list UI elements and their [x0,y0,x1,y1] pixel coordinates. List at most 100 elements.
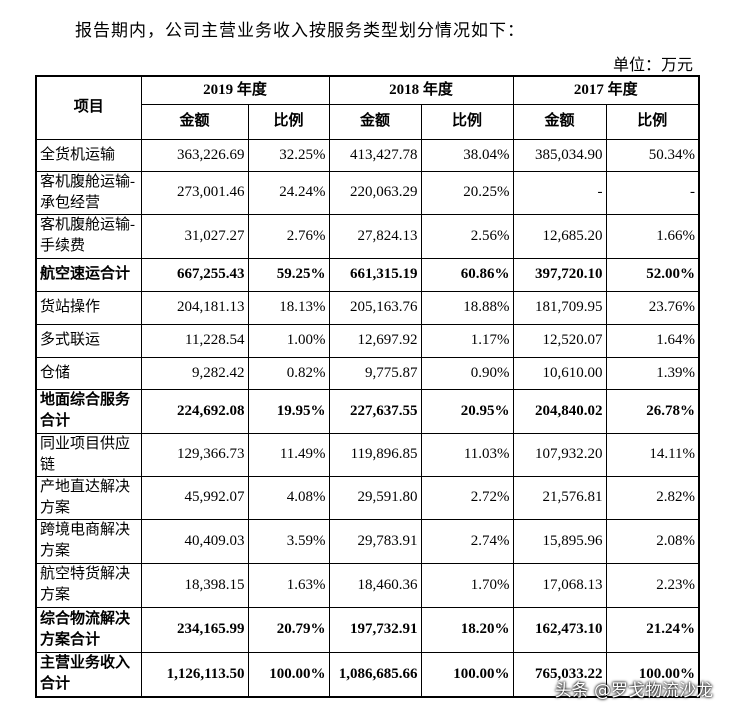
header-cell: 比例 [247,103,330,140]
cell: 100.00% [420,651,514,698]
cell: 11,228.54 [140,323,249,358]
cell: 667,255.43 [140,257,249,292]
cell: 224,692.08 [140,388,249,434]
cell: 100.00% [605,651,700,698]
cell: 1.66% [605,213,700,259]
cell: 100.00% [247,651,330,698]
table-row: 产地直达解决方案 45,992.07 4.08% 29,591.80 2.72% 21,5… [35,475,700,520]
cell: 29,591.80 [328,475,422,520]
cell: 204,181.13 [140,290,249,325]
cell: 204,840.02 [512,388,607,434]
cell: 12,685.20 [512,213,607,259]
cell: 9,282.42 [140,356,249,390]
cell: 1,086,685.66 [328,651,422,698]
cell: 119,896.85 [328,432,422,477]
header-cell: 比例 [420,103,514,140]
cell: 12,697.92 [328,323,422,358]
cell: 17,068.13 [512,562,607,608]
cell: 23.76% [605,290,700,325]
cell: 14.11% [605,432,700,477]
cell: 10,610.00 [512,356,607,390]
cell: 107,932.20 [512,432,607,477]
cell: 18,398.15 [140,562,249,608]
revenue-table: 项目 2019 年度 2018 年度 2017 年度 金额 比例 金额 比例 金额 比例 全货机运… [35,75,701,698]
cell: 2.08% [605,518,700,564]
unit-label: 单位：万元 [612,57,693,74]
cell: 661,315.19 [328,257,422,292]
table-row: 航空速运合计 667,255.43 59.25% 661,315.19 60.86% 39… [35,257,700,292]
row-label: 航空特货解决方案 [35,562,142,608]
header-cell: 2019 年度 [140,75,330,105]
row-label: 产地直达解决方案 [35,475,142,520]
header-cell: 项目 [35,75,142,140]
cell: 273,001.46 [140,170,249,215]
table-row: 跨境电商解决方案 40,409.03 3.59% 29,783.91 2.74% 15,8… [35,518,700,564]
table-row: 客机腹舱运输-承包经营 273,001.46 24.24% 220,063.29 20.… [35,170,700,215]
cell: 20.79% [247,606,330,653]
cell: 26.78% [605,388,700,434]
header-cell: 金额 [328,103,422,140]
cell: 397,720.10 [512,257,607,292]
cell: 2.56% [420,213,514,259]
table-row: 主营业务收入合计 1,126,113.50 100.00% 1,086,685.66 1… [35,651,700,698]
table-row: 客机腹舱运输-手续费 31,027.27 2.76% 27,824.13 2.56% 12… [35,213,700,259]
cell: 3.59% [247,518,330,564]
cell: 0.90% [420,356,514,390]
cell: 18.13% [247,290,330,325]
header-row: 项目 2019 年度 2018 年度 2017 年度 [35,75,700,140]
cell: 2.72% [420,475,514,520]
table-row: 全货机运输 363,226.69 32.25% 413,427.78 38.04% 385… [35,138,700,172]
cell: 2.23% [605,562,700,608]
table-row: 货站操作 204,181.13 18.13% 205,163.76 18.88% 181,… [35,290,700,325]
cell: 2.82% [605,475,700,520]
cell: 413,427.78 [328,138,422,172]
row-label: 多式联运 [35,323,142,358]
intro-text: 报告期内，公司主营业务收入按服务类型划分情况如下： [75,21,525,40]
header-cell: 金额 [512,103,607,140]
cell: 32.25% [247,138,330,172]
cell: 129,366.73 [140,432,249,477]
header-cell: 2017 年度 [512,75,700,105]
row-label: 综合物流解决方案合计 [35,606,142,653]
cell: 363,226.69 [140,138,249,172]
cell: 2.74% [420,518,514,564]
row-label: 客机腹舱运输-承包经营 [35,170,142,215]
cell: 1.64% [605,323,700,358]
cell: 18.20% [420,606,514,653]
cell: - [512,170,607,215]
cell: 385,034.90 [512,138,607,172]
cell: 1.70% [420,562,514,608]
cell: 0.82% [247,356,330,390]
cell: - [605,170,700,215]
cell: 227,637.55 [328,388,422,434]
cell: 197,732.91 [328,606,422,653]
cell: 52.00% [605,257,700,292]
row-label: 地面综合服务合计 [35,388,142,434]
cell: 1,126,113.50 [140,651,249,698]
cell: 220,063.29 [328,170,422,215]
cell: 20.25% [420,170,514,215]
cell: 205,163.76 [328,290,422,325]
cell: 4.08% [247,475,330,520]
table-row: 航空特货解决方案 18,398.15 1.63% 18,460.36 1.70% 17,0… [35,562,700,608]
cell: 1.63% [247,562,330,608]
row-label: 客机腹舱运输-手续费 [35,213,142,259]
cell: 19.95% [247,388,330,434]
cell: 234,165.99 [140,606,249,653]
cell: 2.76% [247,213,330,259]
cell: 38.04% [420,138,514,172]
cell: 31,027.27 [140,213,249,259]
cell: 15,895.96 [512,518,607,564]
cell: 45,992.07 [140,475,249,520]
cell: 11.49% [247,432,330,477]
table-row: 仓储 9,282.42 0.82% 9,775.87 0.90% 10,610.00 1.3… [35,356,700,390]
cell: 21,576.81 [512,475,607,520]
cell: 18.88% [420,290,514,325]
table-row: 综合物流解决方案合计 234,165.99 20.79% 197,732.91 18.2… [35,606,700,653]
header-cell: 2018 年度 [328,75,514,105]
cell: 40,409.03 [140,518,249,564]
cell: 765,033.22 [512,651,607,698]
cell: 1.00% [247,323,330,358]
cell: 1.39% [605,356,700,390]
